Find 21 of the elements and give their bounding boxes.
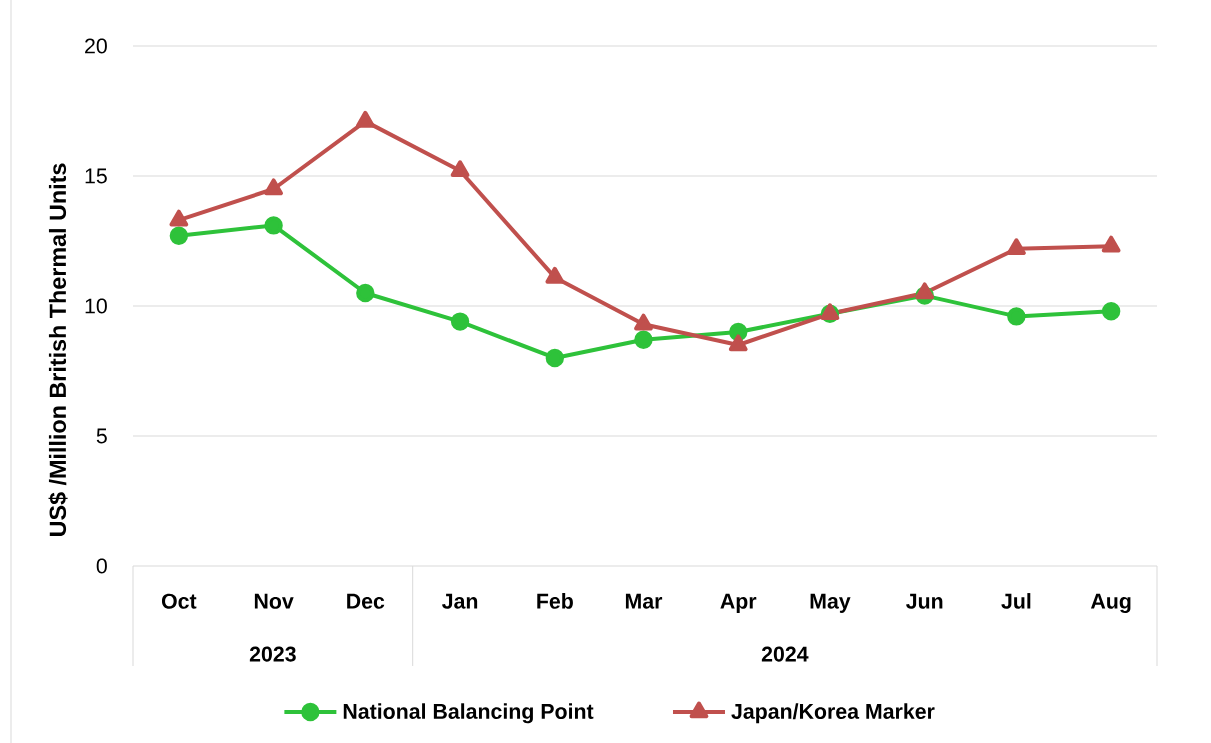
y-tick-label: 0	[96, 558, 107, 574]
x-tick-label: Nov	[254, 593, 294, 609]
x-tick-label: Jan	[442, 593, 478, 609]
x-tick-label: Dec	[347, 593, 385, 609]
x-tick-label: Jul	[1001, 593, 1031, 609]
y-tick-label: 15	[85, 168, 107, 184]
x-tick-label: Mar	[625, 593, 663, 609]
y-tick-label: 5	[96, 428, 107, 444]
y-tick-label: 20	[85, 38, 107, 54]
legend-label: Japan/Korea Marker	[731, 703, 935, 724]
x-tick-label: May	[810, 593, 851, 613]
x-tick-label: Aug	[1090, 593, 1131, 614]
legend-label: National Balancing Point	[343, 703, 594, 724]
y-tick-label: 10	[85, 298, 107, 314]
x-tick-label: Feb	[537, 593, 573, 609]
x-tick-label: Apr	[720, 593, 757, 613]
x-tick-label: Jun	[906, 593, 943, 609]
y-axis-title: US$ /Million British Thermal Units	[48, 163, 68, 536]
text: 2023	[249, 646, 296, 662]
x-tick-label: Oct	[161, 593, 197, 609]
text: 2024	[761, 646, 809, 662]
